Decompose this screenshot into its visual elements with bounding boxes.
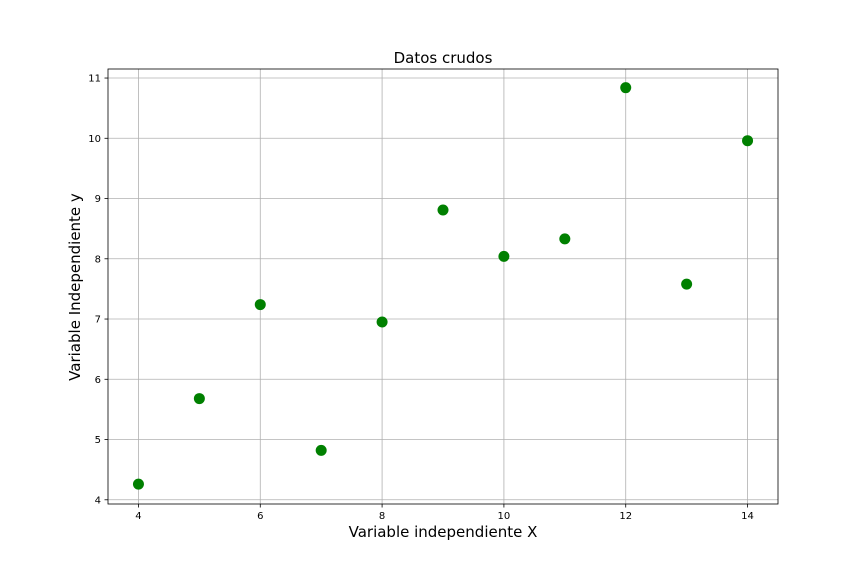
x-axis-ticks: 4 6 8 10 12 14	[135, 504, 754, 522]
x-axis-title: Variable independiente X	[349, 523, 538, 541]
data-point	[132, 478, 144, 490]
x-tick-label: 4	[135, 511, 141, 522]
chart-title: Datos crudos	[394, 49, 493, 67]
data-point	[254, 299, 266, 311]
x-tick-label: 14	[741, 511, 754, 522]
y-tick-label: 7	[95, 315, 101, 326]
y-tick-label: 9	[95, 194, 101, 205]
x-tick-label: 10	[498, 511, 511, 522]
x-tick-label: 8	[379, 511, 385, 522]
data-point	[193, 393, 205, 405]
data-point	[559, 233, 571, 245]
y-axis-title: Variable Independiente y	[66, 193, 84, 381]
data-point	[620, 82, 632, 94]
data-point	[315, 444, 327, 456]
plot-frame	[107, 68, 779, 505]
y-axis-ticks: 4 5 6 7 8 9 10 11	[88, 74, 108, 506]
y-tick-label: 10	[88, 134, 101, 145]
x-tick-label: 12	[619, 511, 632, 522]
y-tick-label: 8	[95, 254, 101, 265]
x-tick-label: 6	[257, 511, 263, 522]
data-points	[132, 82, 754, 490]
y-tick-label: 6	[95, 375, 101, 386]
data-point	[498, 250, 510, 262]
y-tick-label: 4	[95, 495, 101, 506]
data-point	[376, 316, 388, 328]
y-tick-label: 5	[95, 435, 101, 446]
data-point	[742, 135, 754, 147]
data-point	[681, 278, 693, 290]
y-tick-label: 11	[88, 74, 101, 85]
data-point	[437, 204, 449, 216]
grid-lines	[108, 69, 778, 504]
